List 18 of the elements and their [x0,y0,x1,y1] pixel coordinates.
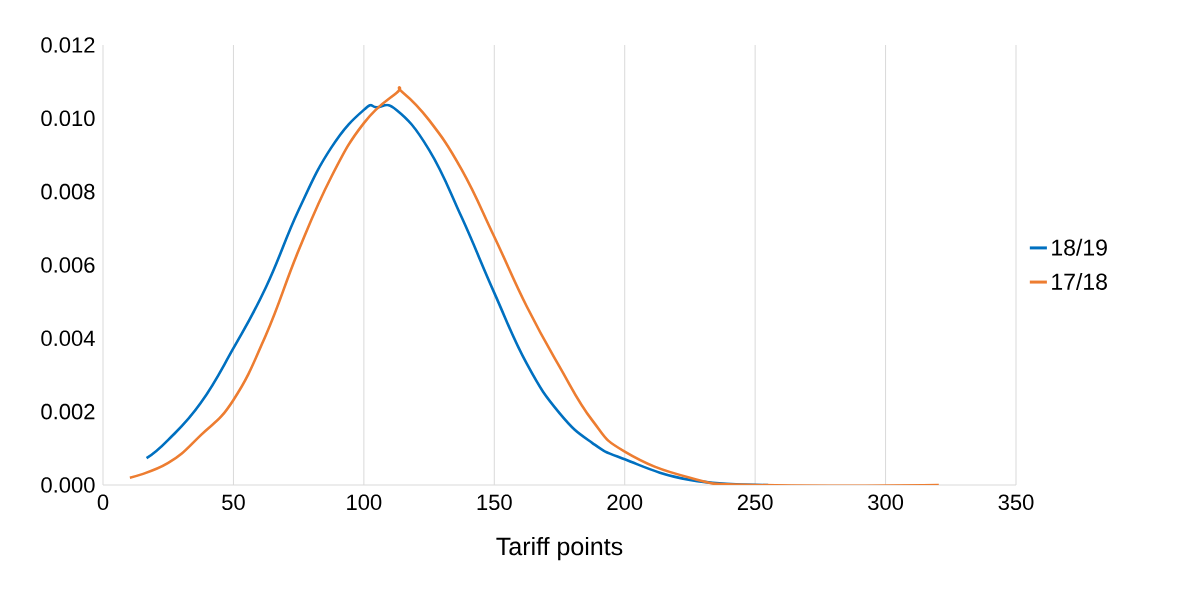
y-tick-label: 0.004 [41,330,95,347]
legend-label: 18/19 [1052,238,1107,256]
y-tick-label: 0.012 [41,37,95,53]
x-tick-label: 300 [868,494,904,511]
x-tick-label: 0 [97,494,109,511]
y-tick-label: 0.010 [41,110,95,127]
x-tick-label: 250 [737,494,773,511]
x-tick-label: 150 [477,494,512,511]
x-tick-label: 100 [347,494,382,511]
x-axis-title: Tariff points [496,536,623,561]
y-tick-label: 0.008 [41,183,95,200]
y-tick-label: 0.000 [41,477,95,493]
x-tick-label: 200 [607,494,643,511]
x-tick-label: 350 [998,494,1034,511]
legend-label: 17/18 [1052,272,1107,290]
y-tick-label: 0.006 [41,257,95,273]
y-tick-label: 0.002 [41,403,95,420]
x-tick-label: 50 [222,494,245,511]
